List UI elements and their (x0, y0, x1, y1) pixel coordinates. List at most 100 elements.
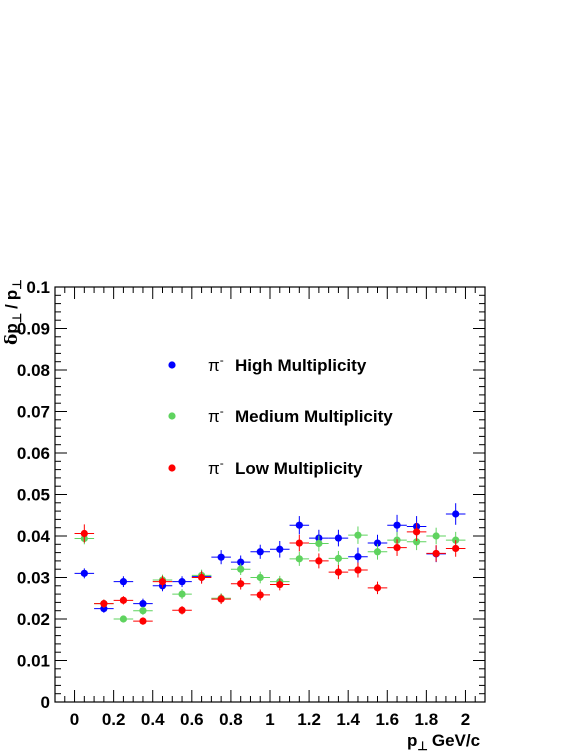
legend-symbol-superscript: - (220, 404, 224, 418)
data-point (217, 553, 225, 561)
y-tick-label: 0.03 (17, 569, 50, 588)
data-point (119, 615, 128, 623)
legend-marker (168, 412, 176, 420)
legend-label: High Multiplicity (235, 356, 367, 375)
data-point (178, 606, 186, 614)
data-point (80, 529, 88, 538)
data-point (276, 545, 284, 553)
data-point (119, 578, 128, 586)
y-tick-label: 0.09 (17, 320, 50, 339)
series-high (74, 503, 466, 613)
data-point (315, 539, 323, 548)
data-point (334, 554, 343, 563)
data-point (373, 584, 382, 592)
data-point (100, 600, 108, 608)
x-axis-label-main: p (407, 731, 417, 750)
x-tick-label: 1.8 (415, 710, 439, 729)
y-tick-label: 0.01 (17, 652, 50, 671)
legend-label: Low Multiplicity (235, 459, 363, 478)
data-point (354, 531, 362, 539)
y-tick-label: 0.07 (17, 403, 50, 422)
data-point (256, 548, 264, 556)
legend-symbol: π- (208, 404, 224, 426)
data-point (412, 528, 421, 536)
x-tick-label: 0.4 (141, 710, 165, 729)
data-marks (74, 503, 466, 625)
data-point (256, 573, 264, 582)
data-point (334, 568, 343, 576)
data-point (139, 617, 147, 625)
data-point (354, 553, 362, 561)
y-tick-label: 0.04 (17, 527, 51, 546)
data-point (178, 578, 186, 586)
legend-symbol: π- (208, 456, 224, 478)
axes: 0 0.2 0.4 0.6 0.8 1 1.2 1.4 1.6 1.8 2 0 0.01 0.02 0.03… (17, 278, 486, 729)
data-point (295, 539, 303, 547)
data-point (237, 558, 245, 566)
legend-symbol: π- (208, 353, 224, 375)
x-tick-label: 0.2 (102, 710, 126, 729)
x-tick-label: 1.6 (375, 710, 399, 729)
data-point (393, 544, 401, 552)
data-point (432, 549, 440, 558)
y-axis-label-slash: / (2, 304, 21, 309)
data-point (139, 600, 147, 608)
y-axis-label: δp⊥/p⊥ (2, 279, 24, 345)
data-point (334, 534, 343, 542)
data-point (237, 580, 245, 588)
data-point (100, 605, 108, 613)
y-tick-label: 0.1 (26, 278, 50, 297)
y-axis-label-sub2: ⊥ (10, 279, 24, 289)
data-point (256, 591, 264, 599)
legend-marker (168, 464, 176, 472)
legend-symbol-pi: π (208, 356, 220, 375)
data-point (295, 521, 303, 529)
x-axis-label: p⊥ GeV/c (407, 731, 480, 752)
data-point (354, 566, 362, 574)
data-point (237, 565, 245, 573)
y-tick-label: 0.06 (17, 444, 50, 463)
y-axis-label-p1: p (2, 323, 21, 333)
series-low (74, 522, 466, 625)
legend-symbol-pi: π (208, 459, 220, 478)
data-point (158, 578, 167, 586)
data-point (373, 548, 382, 556)
x-tick-label: 1.2 (297, 710, 321, 729)
data-point (412, 538, 421, 546)
data-point (315, 557, 323, 565)
data-point (197, 573, 206, 582)
x-tick-label: 1.4 (336, 710, 360, 729)
x-tick-label: 1 (265, 710, 274, 729)
x-tick-label: 2 (461, 710, 470, 729)
data-point (119, 596, 128, 604)
x-tick-label: 0.8 (219, 710, 243, 729)
y-axis-label-p2: p (2, 290, 21, 300)
x-tick-label: 0.6 (180, 710, 204, 729)
x-axis-label-sub: ⊥ (417, 739, 427, 752)
data-point (276, 580, 284, 589)
data-point (432, 532, 440, 540)
data-point (452, 510, 460, 518)
legend-symbol-superscript: - (220, 456, 224, 470)
series-medium (74, 526, 466, 623)
legend-symbol-pi: π (208, 407, 220, 426)
plot-frame (54, 286, 486, 703)
legend-marker (168, 361, 176, 369)
data-point (217, 595, 225, 603)
data-point (295, 555, 303, 563)
y-axis-label-delta: δ (2, 334, 22, 345)
y-tick-label: 0.02 (17, 610, 50, 629)
legend-label: Medium Multiplicity (235, 407, 393, 426)
y-tick-label: 0 (41, 693, 50, 712)
data-point (139, 607, 147, 615)
legend-symbol-superscript: - (220, 353, 224, 367)
y-axis-label-sub1: ⊥ (10, 313, 24, 323)
y-tick-label: 0.08 (17, 361, 50, 380)
data-point (373, 539, 382, 547)
data-point (452, 544, 460, 553)
x-tick-label: 0 (70, 710, 79, 729)
data-point (80, 569, 88, 577)
y-tick-label: 0.05 (17, 486, 50, 505)
